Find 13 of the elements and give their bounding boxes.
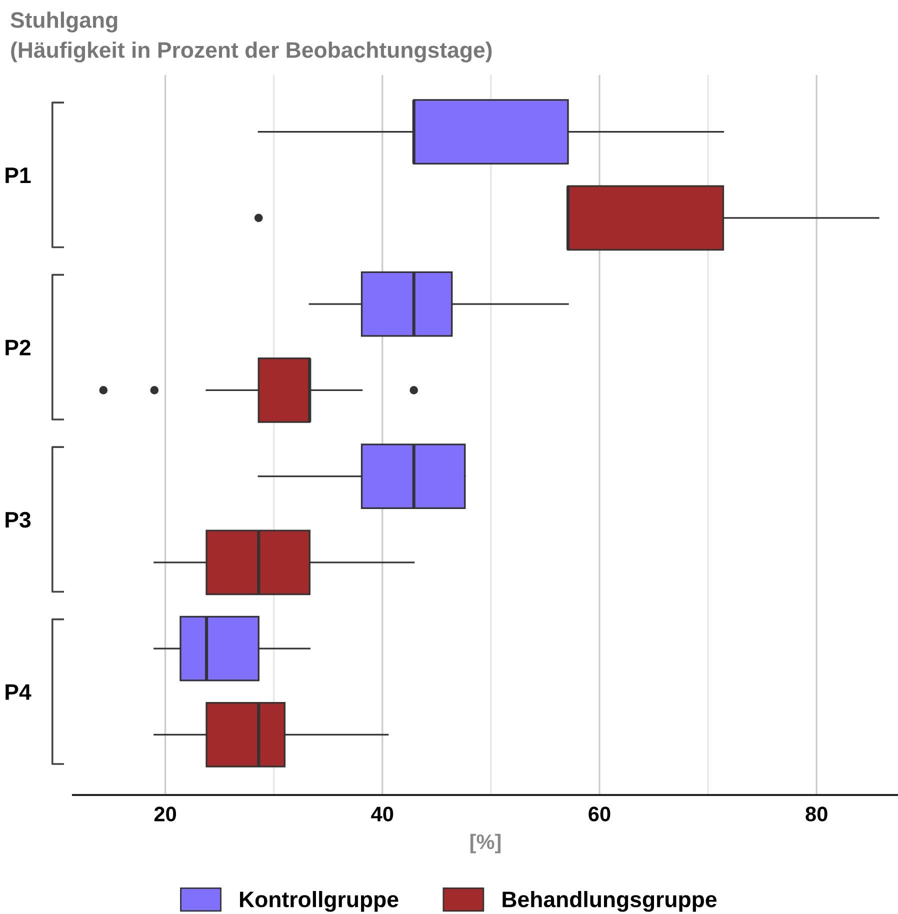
x-tick-label: 80 bbox=[806, 806, 828, 822]
x-tick-label: 40 bbox=[371, 806, 394, 822]
legend-label: Behandlungsgruppe bbox=[502, 890, 717, 912]
chart-subtitle: (Häufigkeit in Prozent der Beobachtungstage) bbox=[11, 42, 492, 62]
chart-title: Stuhlgang bbox=[10, 12, 118, 32]
x-axis-title: [%] bbox=[470, 834, 501, 854]
y-tick-label: P2 bbox=[6, 340, 30, 356]
x-tick-label: 20 bbox=[154, 806, 176, 822]
legend-label: Kontrollgruppe bbox=[240, 890, 398, 912]
x-tick-label: 60 bbox=[588, 806, 610, 822]
y-tick-label: P4 bbox=[6, 684, 32, 700]
y-tick-label: P1 bbox=[6, 168, 31, 183]
y-tick-label: P3 bbox=[6, 512, 31, 528]
